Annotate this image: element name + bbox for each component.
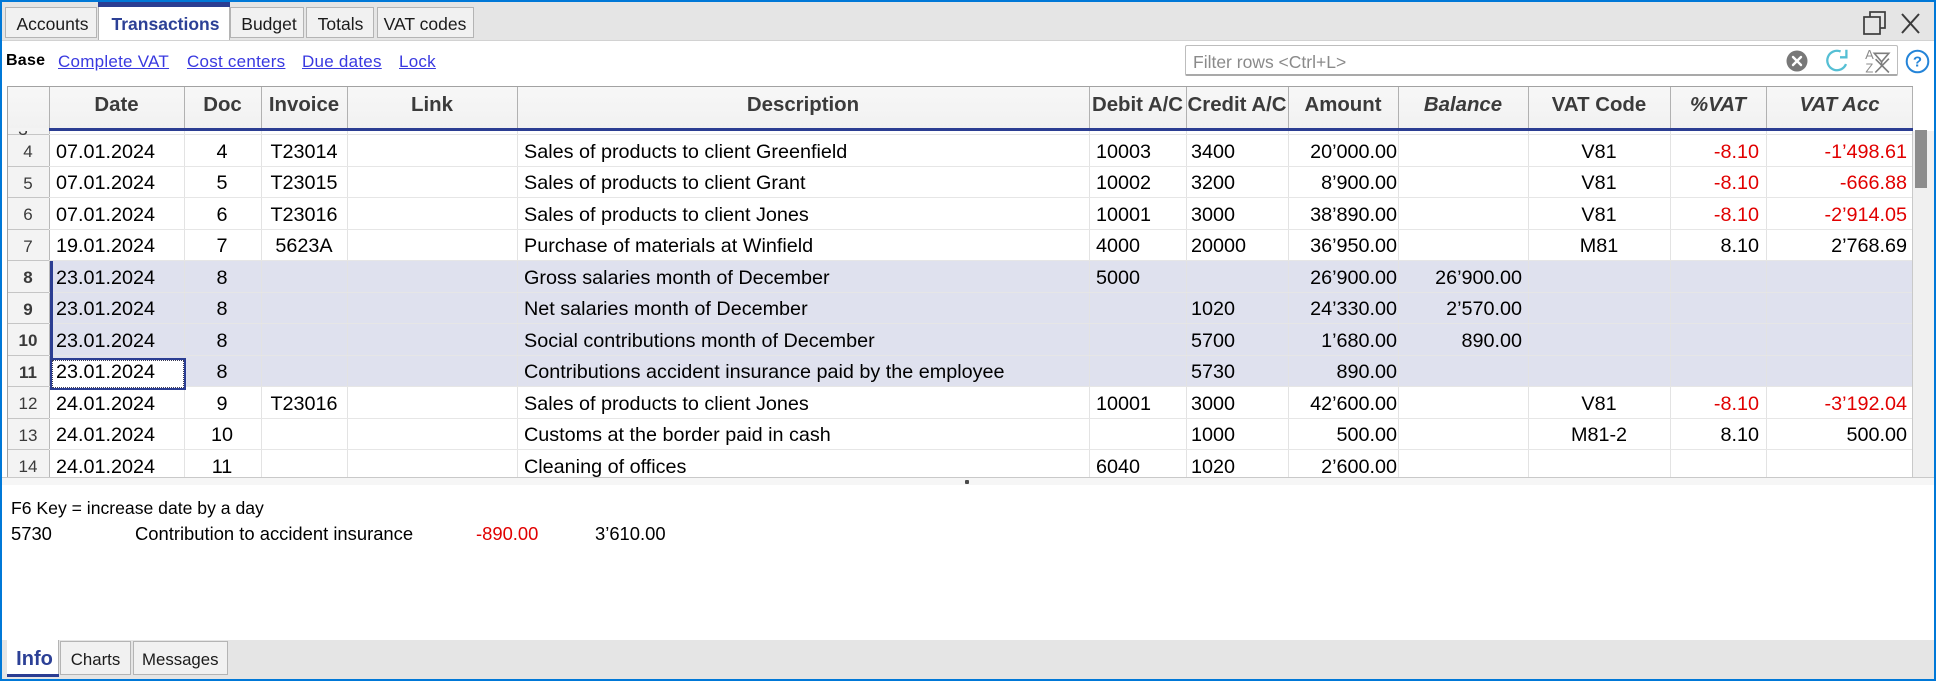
svg-text:Z: Z — [1865, 61, 1873, 76]
svg-text:?: ? — [1913, 54, 1922, 71]
svg-text:A: A — [1865, 47, 1874, 62]
